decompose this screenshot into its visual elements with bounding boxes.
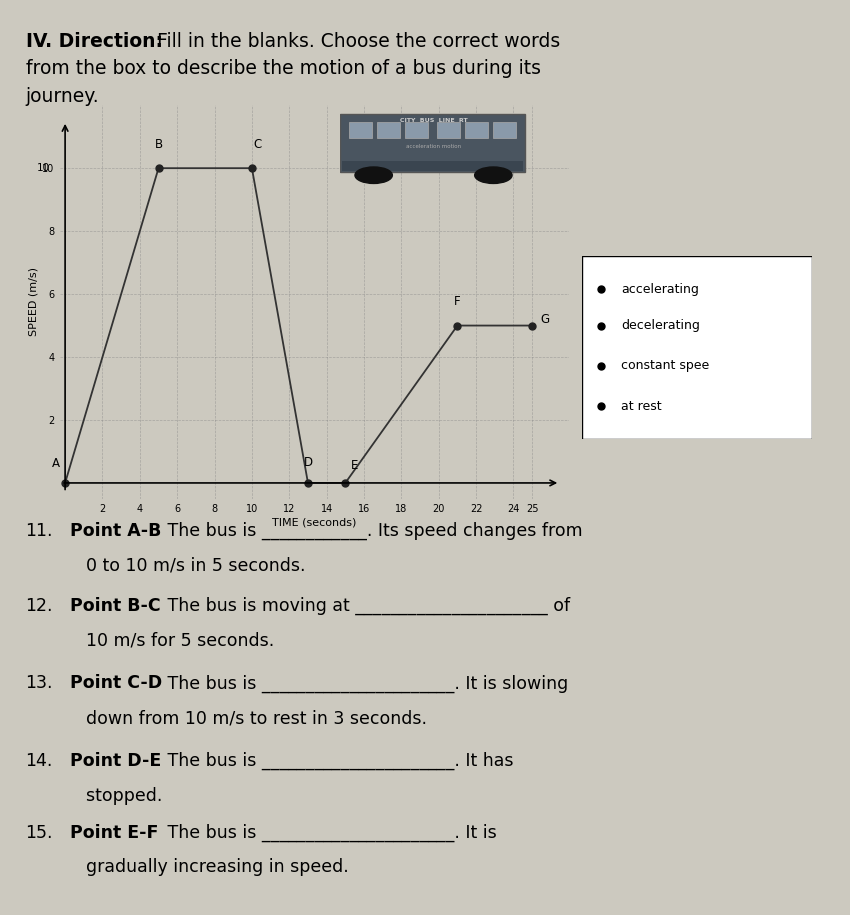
- FancyBboxPatch shape: [349, 122, 371, 138]
- Text: Point D-E: Point D-E: [64, 752, 161, 770]
- Text: F: F: [454, 296, 461, 308]
- Text: journey.: journey.: [26, 87, 99, 106]
- Text: acceleration motion: acceleration motion: [406, 144, 461, 149]
- Text: from the box to describe the motion of a bus during its: from the box to describe the motion of a…: [26, 59, 541, 79]
- Y-axis label: SPEED (m/s): SPEED (m/s): [28, 267, 38, 337]
- FancyBboxPatch shape: [437, 122, 460, 138]
- Text: A: A: [52, 458, 60, 470]
- X-axis label: TIME (seconds): TIME (seconds): [272, 518, 357, 528]
- Text: Fill in the blanks. Choose the correct words: Fill in the blanks. Choose the correct w…: [151, 32, 560, 51]
- Text: 11.: 11.: [26, 522, 53, 540]
- Text: E: E: [351, 459, 359, 472]
- Text: 15.: 15.: [26, 824, 53, 842]
- Text: CITY  BUS  LINE  RT: CITY BUS LINE RT: [400, 117, 468, 123]
- Text: at rest: at rest: [621, 400, 662, 413]
- Text: Point A-B: Point A-B: [64, 522, 162, 540]
- FancyBboxPatch shape: [377, 122, 399, 138]
- Text: 10 m/s for 5 seconds.: 10 m/s for 5 seconds.: [64, 631, 274, 650]
- FancyBboxPatch shape: [465, 122, 488, 138]
- Text: The bus is ______________________. It is slowing: The bus is ______________________. It is…: [162, 674, 568, 693]
- Text: Point C-D: Point C-D: [64, 674, 162, 693]
- Text: accelerating: accelerating: [621, 283, 700, 296]
- Text: 0 to 10 m/s in 5 seconds.: 0 to 10 m/s in 5 seconds.: [64, 556, 305, 575]
- Text: 10: 10: [37, 163, 50, 173]
- Text: G: G: [541, 313, 550, 326]
- Circle shape: [355, 167, 393, 183]
- Text: 14.: 14.: [26, 752, 53, 770]
- Text: 12.: 12.: [26, 597, 53, 615]
- Text: The bus is ______________________. It is: The bus is ______________________. It is: [162, 824, 496, 842]
- FancyBboxPatch shape: [405, 122, 428, 138]
- Text: D: D: [303, 456, 313, 468]
- FancyBboxPatch shape: [582, 256, 812, 439]
- Text: IV. Direction:: IV. Direction:: [26, 32, 162, 51]
- Text: constant spee: constant spee: [621, 360, 710, 372]
- Text: C: C: [253, 138, 262, 151]
- Text: The bus is moving at ______________________ of: The bus is moving at ___________________…: [162, 597, 570, 615]
- FancyBboxPatch shape: [342, 161, 524, 171]
- Text: stopped.: stopped.: [64, 787, 162, 805]
- FancyBboxPatch shape: [340, 114, 525, 172]
- FancyBboxPatch shape: [493, 122, 516, 138]
- Text: decelerating: decelerating: [621, 319, 700, 332]
- Text: down from 10 m/s to rest in 3 seconds.: down from 10 m/s to rest in 3 seconds.: [64, 709, 427, 727]
- Circle shape: [474, 167, 512, 183]
- Text: gradually increasing in speed.: gradually increasing in speed.: [64, 858, 348, 877]
- Text: Point B-C: Point B-C: [64, 597, 161, 615]
- Text: The bus is ______________________. It has: The bus is ______________________. It ha…: [162, 752, 513, 770]
- Text: B: B: [155, 138, 162, 151]
- Text: 13.: 13.: [26, 674, 53, 693]
- Text: The bus is ____________. Its speed changes from: The bus is ____________. Its speed chang…: [162, 522, 582, 540]
- Text: Point E-F: Point E-F: [64, 824, 158, 842]
